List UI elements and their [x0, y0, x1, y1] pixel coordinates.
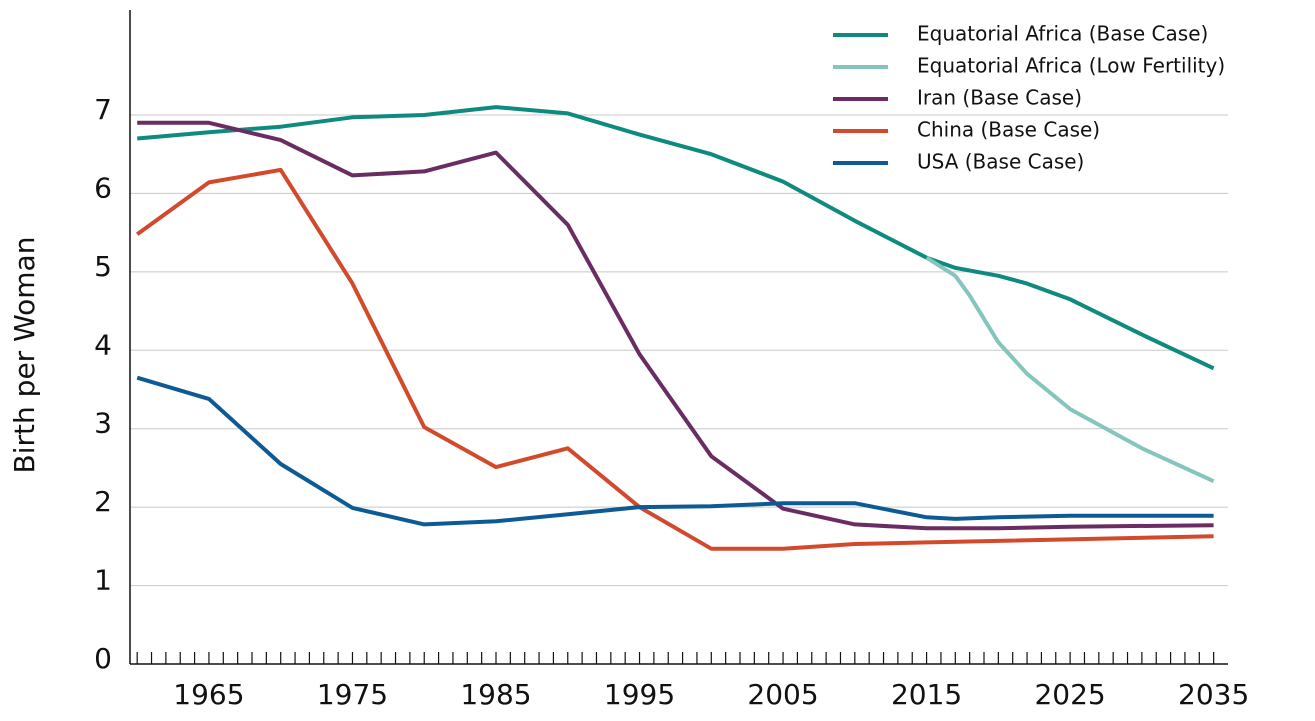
legend-label: Equatorial Africa (Base Case)	[917, 22, 1208, 46]
x-tick-label: 2015	[891, 678, 962, 711]
y-tick-label: 4	[94, 328, 112, 361]
y-tick-label: 1	[94, 564, 112, 597]
x-tick-label: 2005	[747, 678, 818, 711]
series-line	[925, 256, 1215, 484]
x-tick-label: 1995	[604, 678, 675, 711]
y-tick-label: 0	[94, 642, 112, 675]
y-tick-label: 2	[94, 485, 112, 518]
legend-label: China (Base Case)	[917, 118, 1100, 142]
series-line	[137, 120, 1214, 531]
x-tick-label: 2025	[1034, 678, 1105, 711]
series-line	[136, 167, 1214, 551]
y-tick-label: 3	[94, 407, 112, 440]
y-axis-label: Birth per Woman	[8, 237, 41, 474]
y-tick-label: 6	[94, 171, 112, 204]
x-tick-label: 1985	[460, 678, 531, 711]
y-tick-label: 7	[94, 93, 112, 126]
legend-label: Equatorial Africa (Low Fertility)	[917, 54, 1225, 78]
series-line	[137, 105, 1215, 371]
y-tick-label: 5	[94, 250, 112, 283]
legend-label: USA (Base Case)	[917, 150, 1084, 174]
x-tick-label: 2035	[1178, 678, 1249, 711]
x-tick-label: 1965	[173, 678, 244, 711]
legend-label: Iran (Base Case)	[917, 86, 1082, 110]
x-tick-label: 1975	[317, 678, 388, 711]
series-line	[136, 375, 1214, 527]
